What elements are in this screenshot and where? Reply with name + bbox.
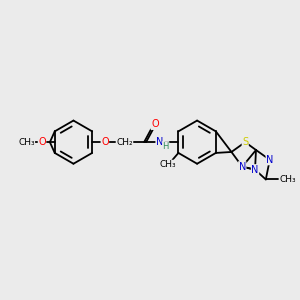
Text: CH₃: CH₃: [159, 160, 176, 169]
Text: N: N: [266, 155, 273, 165]
Text: O: O: [151, 119, 159, 130]
Text: CH₂: CH₂: [116, 138, 133, 147]
Text: S: S: [242, 137, 248, 147]
Text: O: O: [101, 137, 109, 147]
Text: O: O: [38, 137, 46, 147]
Text: N: N: [238, 162, 246, 172]
Text: CH₃: CH₃: [279, 175, 296, 184]
Text: H: H: [163, 142, 169, 151]
Text: CH₃: CH₃: [18, 138, 34, 147]
Text: N: N: [156, 137, 164, 147]
Text: N: N: [251, 165, 259, 175]
